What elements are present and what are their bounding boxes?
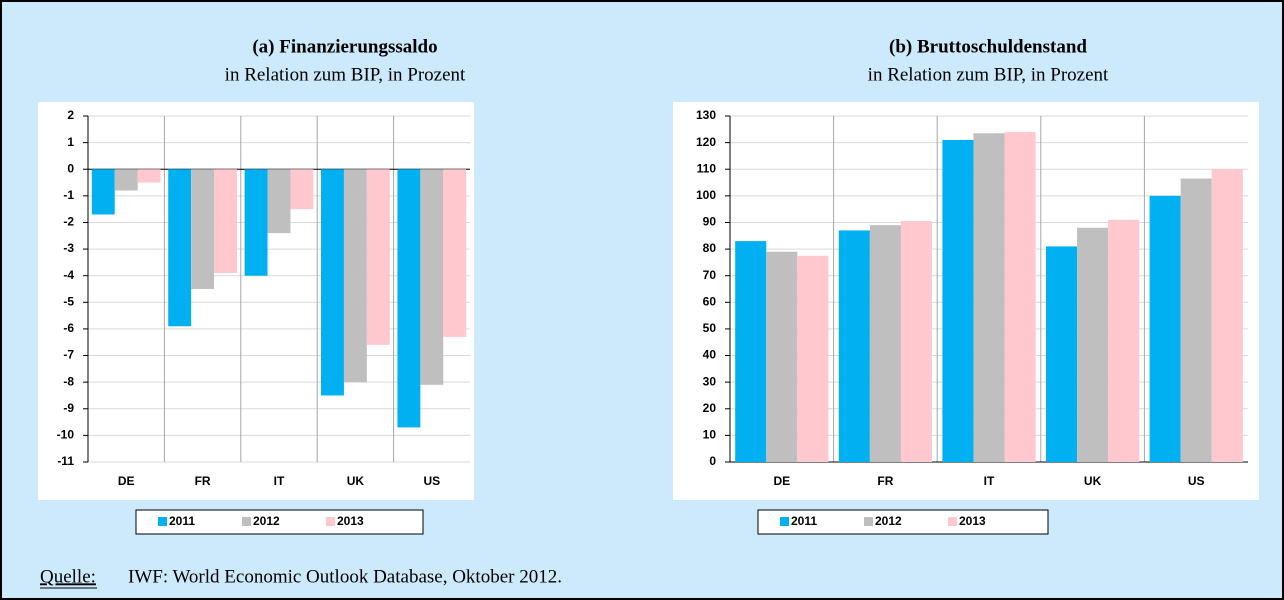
y-tick-label: 1 bbox=[67, 135, 74, 149]
bar bbox=[1180, 178, 1212, 463]
bar bbox=[973, 133, 1005, 463]
y-tick-label: -7 bbox=[63, 348, 74, 362]
legend-swatch bbox=[158, 517, 167, 526]
bar bbox=[168, 169, 192, 327]
bar bbox=[838, 230, 870, 462]
x-tick-label: DE bbox=[773, 474, 790, 488]
source-label: Quelle: bbox=[40, 566, 96, 587]
x-tick-label: IT bbox=[274, 474, 285, 488]
bar bbox=[290, 169, 314, 210]
x-tick-label: US bbox=[1188, 474, 1205, 488]
bar bbox=[267, 169, 291, 234]
bar bbox=[942, 139, 974, 462]
legend-label: 2011 bbox=[169, 514, 195, 528]
y-tick-label: -10 bbox=[57, 428, 75, 442]
legend-swatch bbox=[326, 517, 335, 526]
chart-title: (b) Bruttoschuldenstand bbox=[889, 36, 1087, 57]
bar bbox=[1108, 219, 1140, 462]
bar bbox=[343, 169, 367, 383]
y-tick-label: 130 bbox=[696, 108, 716, 122]
chart-subtitle: in Relation zum BIP, in Prozent bbox=[225, 64, 466, 85]
y-tick-label: 50 bbox=[703, 321, 717, 335]
y-tick-label: 100 bbox=[696, 188, 716, 202]
bar bbox=[366, 169, 390, 345]
x-tick-label: DE bbox=[118, 474, 135, 488]
chart-title: (a) Finanzierungssaldo bbox=[252, 36, 437, 57]
y-tick-label: -1 bbox=[63, 188, 74, 202]
y-tick-label: -3 bbox=[63, 241, 74, 255]
legend-box bbox=[135, 509, 424, 535]
y-tick-label: -9 bbox=[63, 401, 74, 415]
y-tick-label: 20 bbox=[703, 401, 717, 415]
y-tick-label: -5 bbox=[63, 294, 74, 308]
y-tick-label: -4 bbox=[63, 268, 74, 282]
bar bbox=[1149, 195, 1181, 462]
bar bbox=[114, 169, 138, 191]
y-tick-label: -2 bbox=[63, 215, 74, 229]
y-tick-label: 40 bbox=[703, 348, 717, 362]
bar bbox=[797, 255, 829, 462]
y-tick-label: 90 bbox=[703, 215, 717, 229]
legend-label: 2013 bbox=[337, 514, 364, 528]
legend-label: 2012 bbox=[875, 514, 902, 528]
bar bbox=[766, 251, 798, 462]
legend-swatch bbox=[948, 517, 957, 526]
bar bbox=[397, 169, 421, 428]
y-tick-label: 120 bbox=[696, 135, 716, 149]
legend-label: 2011 bbox=[791, 514, 817, 528]
y-tick-label: 2 bbox=[67, 108, 74, 122]
bar bbox=[137, 169, 161, 183]
y-tick-label: 80 bbox=[703, 241, 717, 255]
y-tick-label: 70 bbox=[703, 268, 717, 282]
bar bbox=[1211, 169, 1243, 462]
bar bbox=[1077, 227, 1109, 462]
legend-label: 2012 bbox=[253, 514, 280, 528]
bar bbox=[321, 169, 344, 396]
y-tick-label: 110 bbox=[697, 161, 717, 175]
y-tick-label: 10 bbox=[703, 428, 717, 442]
chart-subtitle: in Relation zum BIP, in Prozent bbox=[868, 64, 1109, 85]
legend-box bbox=[757, 509, 1049, 535]
source-text: IWF: World Economic Outlook Database, Ok… bbox=[128, 566, 562, 587]
legend-swatch bbox=[242, 517, 251, 526]
legend-label: 2013 bbox=[959, 514, 986, 528]
y-tick-label: 0 bbox=[709, 454, 716, 468]
y-tick-label: -6 bbox=[63, 321, 74, 335]
bar bbox=[1045, 246, 1078, 462]
x-tick-label: IT bbox=[984, 474, 995, 488]
x-tick-label: FR bbox=[877, 474, 893, 488]
x-tick-label: FR bbox=[195, 474, 211, 488]
bar bbox=[869, 225, 901, 462]
x-tick-label: US bbox=[423, 474, 440, 488]
bar bbox=[1004, 131, 1036, 462]
bar bbox=[735, 241, 767, 462]
bar bbox=[91, 169, 115, 215]
bar bbox=[191, 169, 215, 289]
legend-swatch bbox=[864, 517, 873, 526]
legend-swatch bbox=[780, 517, 789, 526]
bar bbox=[443, 169, 467, 337]
bar bbox=[214, 169, 237, 274]
x-tick-label: UK bbox=[1084, 474, 1102, 488]
y-tick-label: -11 bbox=[57, 454, 74, 468]
y-tick-label: 0 bbox=[67, 161, 74, 175]
y-tick-label: 30 bbox=[703, 374, 717, 388]
bar bbox=[900, 221, 933, 462]
y-tick-label: 60 bbox=[703, 294, 717, 308]
bar bbox=[420, 169, 444, 385]
y-tick-label: -8 bbox=[63, 374, 74, 388]
x-tick-label: UK bbox=[347, 474, 365, 488]
bar bbox=[244, 169, 268, 276]
